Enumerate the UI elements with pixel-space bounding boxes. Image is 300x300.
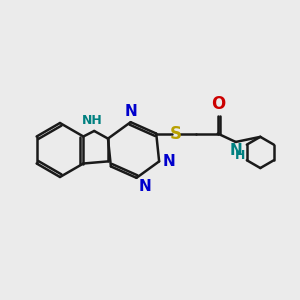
Text: H: H — [234, 148, 245, 162]
Text: O: O — [212, 95, 226, 113]
Text: N: N — [139, 179, 152, 194]
Text: N: N — [124, 103, 137, 118]
Text: N: N — [162, 154, 175, 169]
Text: NH: NH — [81, 114, 102, 127]
Text: N: N — [229, 143, 242, 158]
Text: S: S — [170, 124, 182, 142]
